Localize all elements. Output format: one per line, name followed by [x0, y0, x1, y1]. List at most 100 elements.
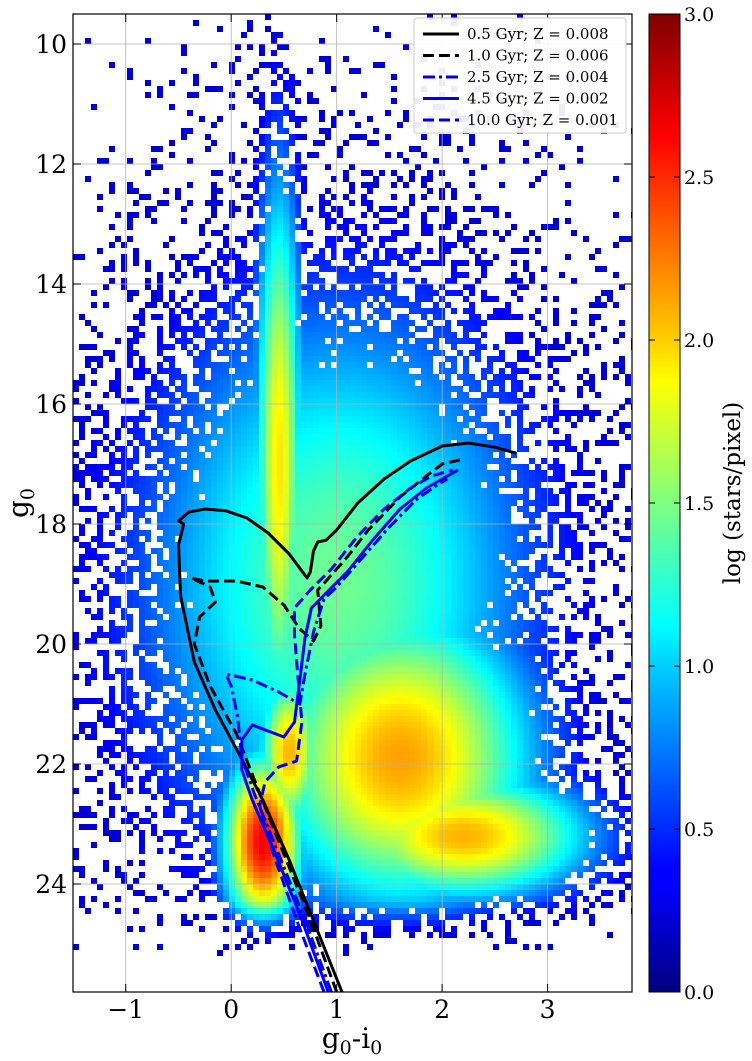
density-cell [313, 392, 319, 398]
density-cell [517, 386, 523, 392]
density-cell [319, 458, 325, 464]
density-cell [553, 314, 559, 320]
density-cell [355, 572, 361, 578]
density-cell [193, 74, 199, 80]
density-cell [337, 584, 343, 590]
density-cell [127, 68, 133, 74]
density-cell [511, 632, 517, 638]
density-cell [337, 290, 343, 296]
density-cell [181, 644, 187, 650]
density-cell [391, 410, 397, 416]
density-cell [271, 278, 277, 284]
density-cell [193, 566, 199, 572]
density-cell [457, 236, 463, 242]
density-cell [289, 500, 295, 506]
density-cell [193, 536, 199, 542]
density-cell [205, 614, 211, 620]
density-cell [391, 482, 397, 488]
density-cell [475, 452, 481, 458]
density-cell [271, 188, 277, 194]
density-cell [271, 506, 277, 512]
density-cell [325, 494, 331, 500]
density-cell [295, 626, 301, 632]
density-cell [535, 236, 541, 242]
density-cell [511, 650, 517, 656]
density-cell [151, 614, 157, 620]
density-cell [187, 92, 193, 98]
density-cell [409, 416, 415, 422]
density-cell [247, 194, 253, 200]
density-cell [199, 530, 205, 536]
density-cell [259, 614, 265, 620]
density-cell [241, 410, 247, 416]
density-cell [307, 434, 313, 440]
density-cell [331, 506, 337, 512]
density-cell [85, 392, 91, 398]
density-cell [325, 362, 331, 368]
density-cell [445, 464, 451, 470]
density-cell [469, 608, 475, 614]
density-cell [499, 524, 505, 530]
density-cell [253, 650, 259, 656]
density-cell [553, 410, 559, 416]
density-cell [385, 440, 391, 446]
density-cell [469, 380, 475, 386]
density-cell [175, 578, 181, 584]
density-cell [619, 320, 625, 326]
density-cell [433, 386, 439, 392]
density-cell [505, 542, 511, 548]
density-cell [193, 302, 199, 308]
density-cell [289, 230, 295, 236]
density-cell [235, 464, 241, 470]
density-cell [223, 350, 229, 356]
density-cell [223, 254, 229, 260]
density-cell [247, 374, 253, 380]
density-cell [391, 494, 397, 500]
density-cell [397, 320, 403, 326]
density-cell [487, 452, 493, 458]
density-cell [301, 380, 307, 386]
density-cell [553, 512, 559, 518]
density-cell [595, 392, 601, 398]
density-cell [355, 308, 361, 314]
density-cell [511, 452, 517, 458]
density-cell [295, 266, 301, 272]
density-cell [145, 644, 151, 650]
density-cell [253, 272, 259, 278]
density-cell [499, 410, 505, 416]
density-cell [199, 650, 205, 656]
density-cell [235, 632, 241, 638]
density-cell [145, 260, 151, 266]
density-cell [421, 416, 427, 422]
density-cell [133, 602, 139, 608]
density-cell [319, 446, 325, 452]
density-cell [397, 176, 403, 182]
density-cell [235, 560, 241, 566]
density-cell [313, 314, 319, 320]
density-cell [265, 542, 271, 548]
density-cell [307, 440, 313, 446]
density-cell [79, 380, 85, 386]
density-cell [397, 452, 403, 458]
density-cell [211, 656, 217, 662]
density-cell [313, 590, 319, 596]
density-cell [385, 368, 391, 374]
density-cell [223, 434, 229, 440]
density-cell [499, 608, 505, 614]
density-cell [463, 434, 469, 440]
density-cell [289, 590, 295, 596]
density-cell [307, 278, 313, 284]
density-cell [523, 260, 529, 266]
density-cell [451, 632, 457, 638]
density-cell [211, 494, 217, 500]
density-cell [181, 128, 187, 134]
density-cell [127, 506, 133, 512]
density-cell [145, 506, 151, 512]
density-cell [259, 200, 265, 206]
density-cell [265, 194, 271, 200]
density-cell [595, 458, 601, 464]
density-cell [121, 632, 127, 638]
density-cell [319, 266, 325, 272]
density-cell [295, 170, 301, 176]
density-cell [109, 62, 115, 68]
